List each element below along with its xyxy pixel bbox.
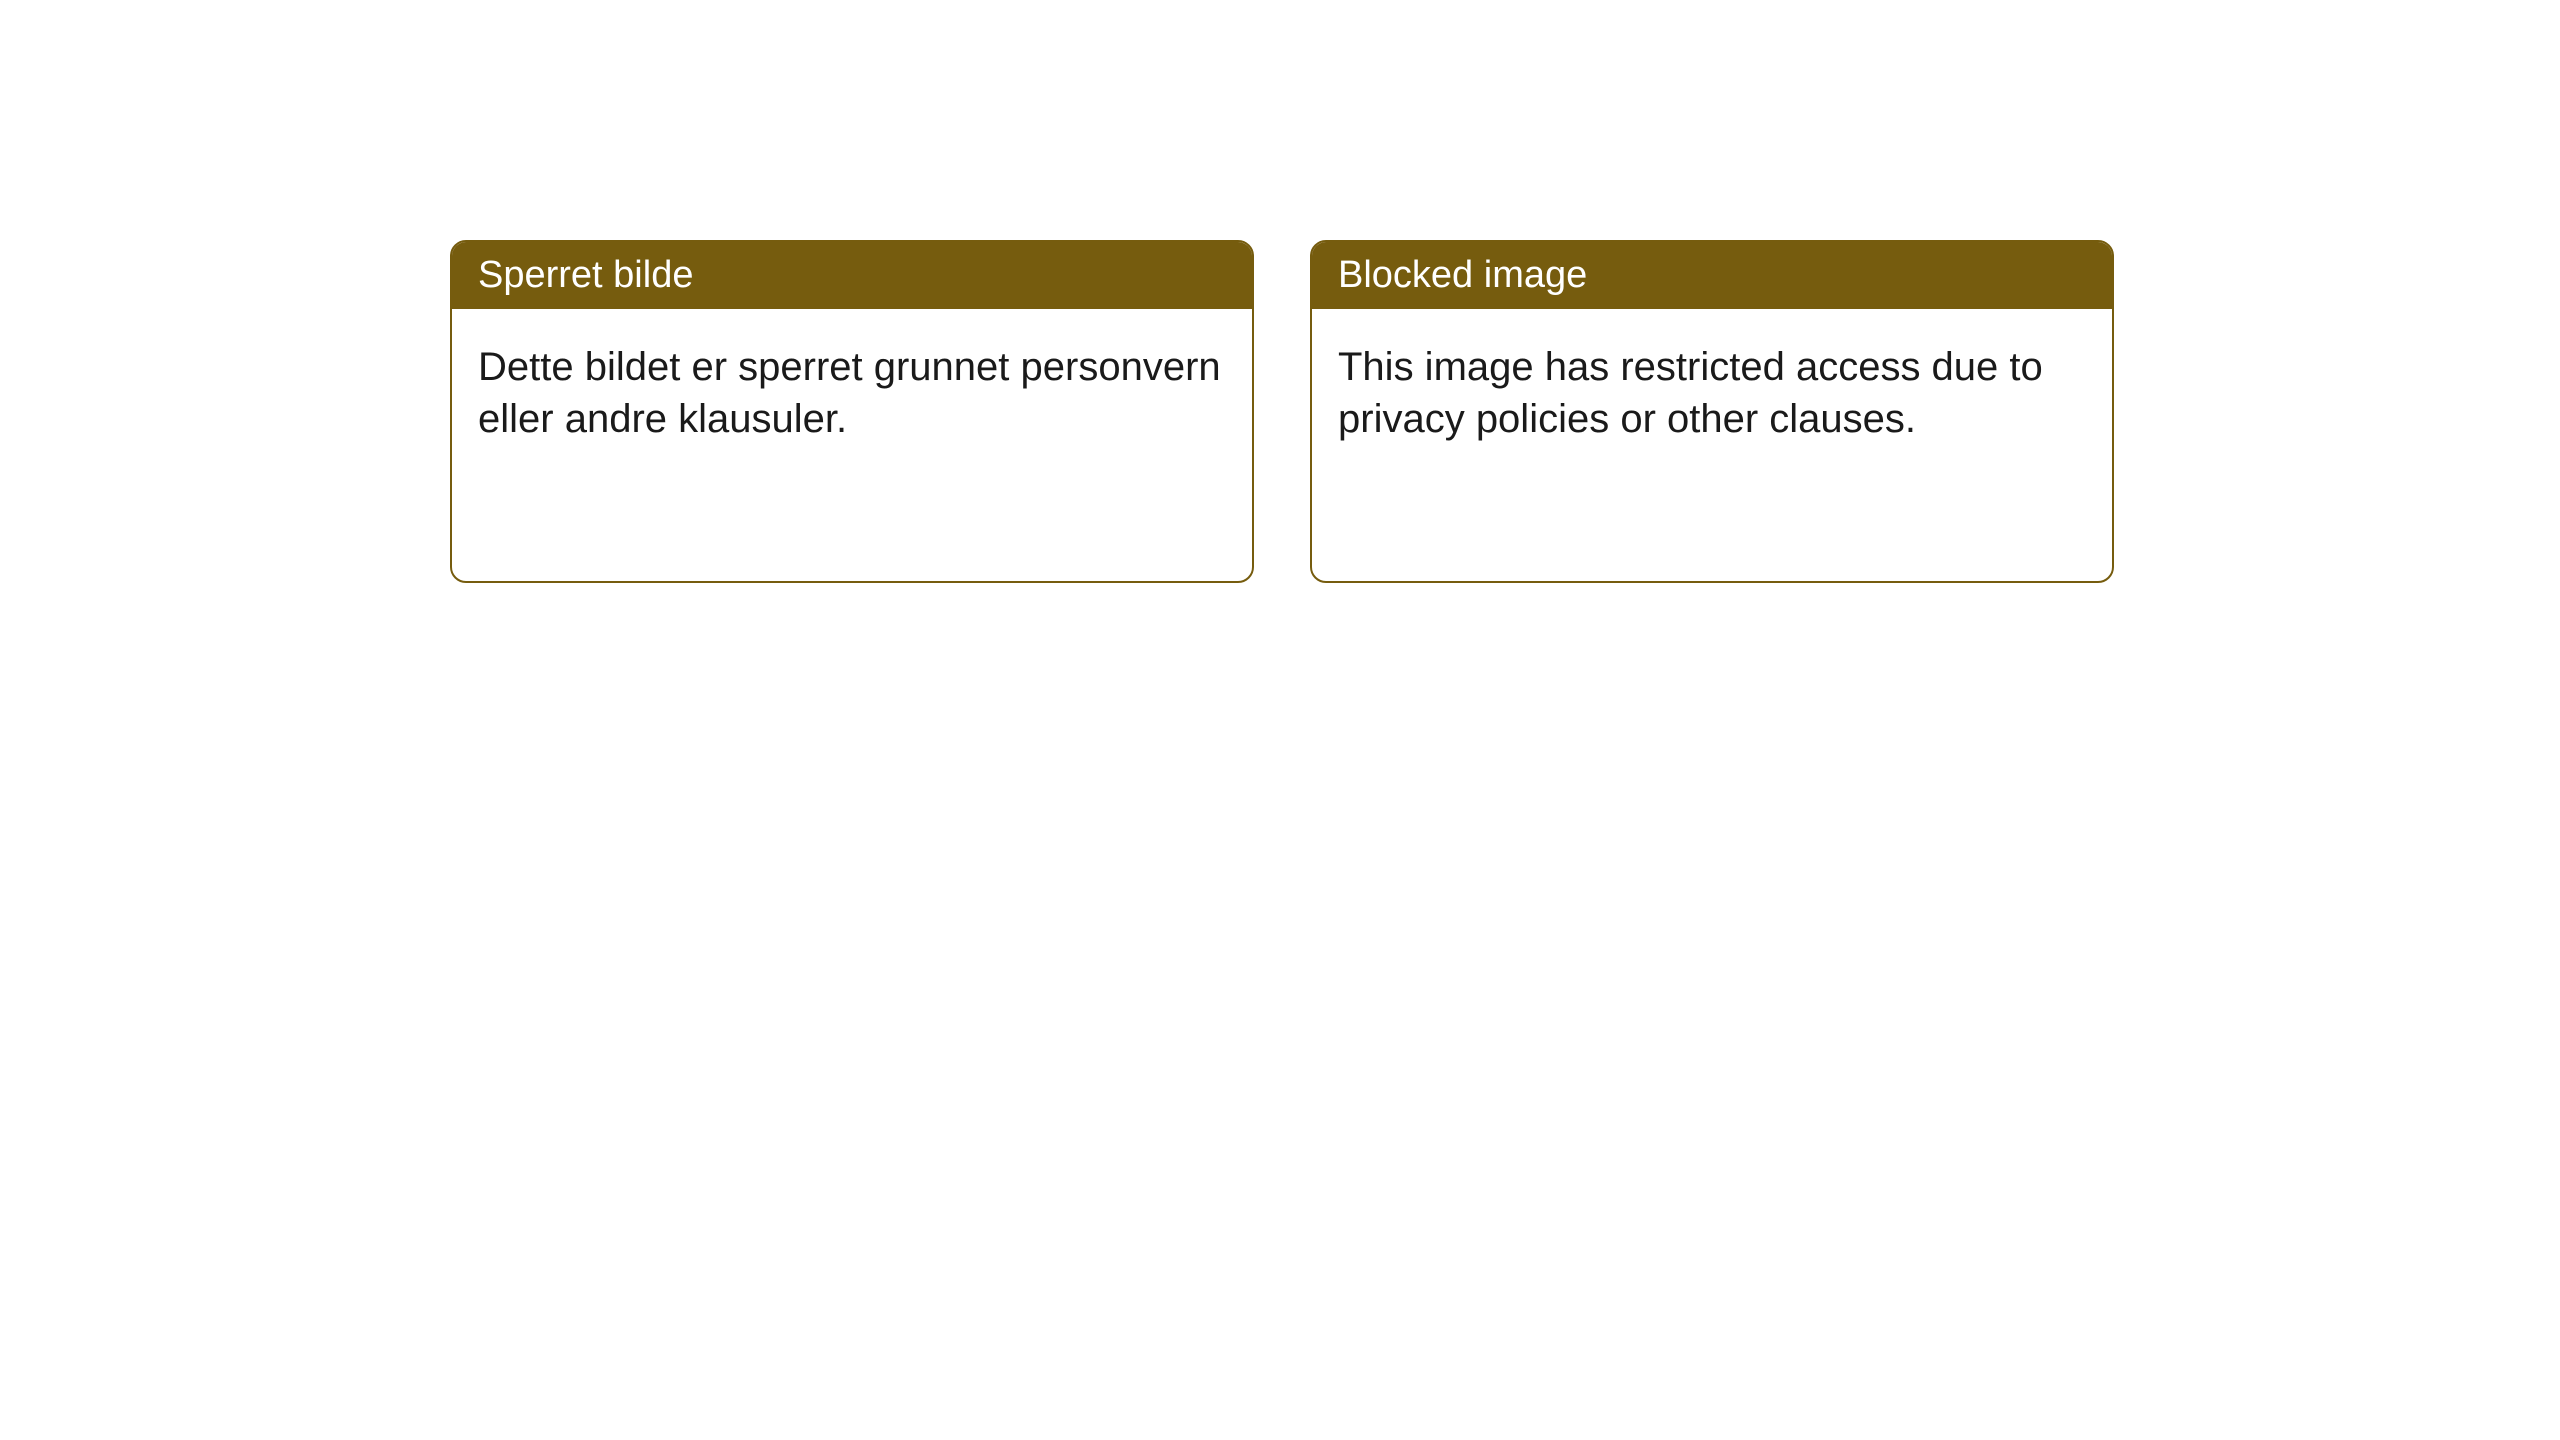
card-header: Blocked image [1312,242,2112,309]
card-title: Sperret bilde [478,254,693,296]
blocked-image-card-no: Sperret bilde Dette bildet er sperret gr… [450,240,1254,583]
card-header: Sperret bilde [452,242,1252,309]
card-title: Blocked image [1338,254,1587,296]
card-body: Dette bildet er sperret grunnet personve… [452,309,1252,581]
card-body: This image has restricted access due to … [1312,309,2112,581]
notice-container: Sperret bilde Dette bildet er sperret gr… [450,240,2114,583]
card-body-text: This image has restricted access due to … [1338,345,2043,441]
blocked-image-card-en: Blocked image This image has restricted … [1310,240,2114,583]
card-body-text: Dette bildet er sperret grunnet personve… [478,345,1221,441]
